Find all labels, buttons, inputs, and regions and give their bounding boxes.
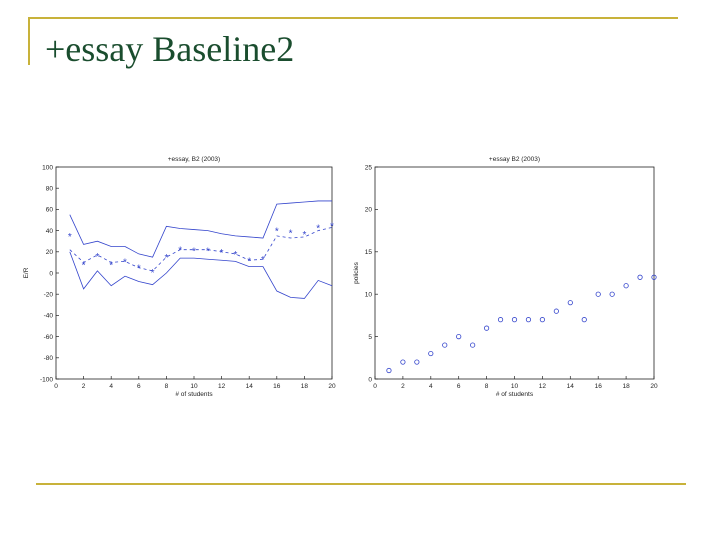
y-axis-label: policies (353, 261, 360, 283)
scatter-point (511, 317, 518, 323)
star-point: * (82, 261, 86, 272)
x-tick-label: 4 (109, 383, 113, 390)
y-tick-label: 100 (42, 164, 53, 171)
scatter-point (386, 367, 392, 374)
star-point: * (289, 229, 293, 240)
chart-title: +essay B2 (2003) (489, 156, 540, 163)
star-point: * (275, 227, 279, 238)
scatter-point (623, 283, 629, 289)
y-tick-label: 60 (46, 207, 54, 214)
slide-frame-top (28, 17, 678, 19)
star-point: * (316, 223, 320, 234)
star-point: * (123, 257, 127, 268)
star-point: * (220, 248, 224, 259)
y-tick-label: -60 (44, 334, 54, 341)
scatter-point (637, 274, 643, 280)
y-tick-label: 80 (46, 186, 54, 193)
y-tick-label: 0 (368, 376, 372, 383)
x-tick-label: 16 (273, 383, 281, 390)
x-axis-label: # of students (496, 391, 534, 398)
x-tick-label: 0 (54, 383, 58, 390)
chart-title: +essay, B2 (2003) (168, 156, 220, 163)
star-point: * (330, 221, 334, 232)
y-tick-label: -40 (44, 313, 54, 320)
slide-frame-left (28, 17, 30, 65)
star-point: * (247, 256, 251, 267)
scatter-point (414, 359, 420, 365)
scatter-point (567, 300, 573, 306)
star-point: * (95, 252, 99, 263)
scatter-point (609, 291, 615, 297)
scatter-point (595, 291, 601, 297)
scatter-point (400, 359, 406, 365)
scatter-point (581, 317, 587, 323)
y-tick-label: -80 (44, 355, 54, 362)
star-point: * (164, 253, 168, 264)
star-point: * (192, 247, 196, 258)
y-tick-label: 20 (46, 249, 54, 256)
star-point: * (137, 264, 141, 275)
y-tick-label: -100 (40, 376, 53, 383)
lower-bound-line (69, 251, 333, 299)
x-tick-label: 18 (622, 383, 630, 390)
star-point: * (233, 250, 237, 261)
scatter-point (553, 308, 559, 314)
y-tick-label: 5 (368, 334, 372, 341)
upper-bound-line (69, 200, 332, 258)
scatter-point (539, 317, 546, 323)
x-tick-label: 14 (567, 383, 575, 390)
x-tick-label: 10 (511, 383, 519, 390)
x-tick-label: 20 (328, 383, 336, 390)
x-tick-label: 20 (650, 383, 658, 390)
scatter-point (483, 325, 490, 331)
scatter-point (456, 333, 462, 340)
x-tick-label: 14 (246, 383, 254, 390)
star-point: * (206, 247, 210, 258)
x-tick-label: 6 (137, 383, 141, 390)
scatter-point (442, 342, 448, 348)
star-point: * (109, 261, 113, 272)
plot-area-frame (374, 166, 655, 380)
x-tick-label: 2 (401, 383, 405, 390)
y-tick-label: 0 (49, 270, 53, 277)
x-tick-label: 8 (485, 383, 489, 390)
y-tick-label: 15 (365, 249, 373, 256)
scatter-point (651, 274, 657, 280)
y-tick-label: 10 (365, 292, 373, 299)
star-point: * (68, 232, 72, 243)
y-tick-label: 20 (365, 207, 373, 214)
scatter-point (428, 350, 434, 357)
x-tick-label: 16 (595, 383, 603, 390)
star-point: * (178, 246, 182, 257)
x-tick-label: 2 (82, 383, 86, 390)
y-tick-label: -20 (44, 292, 54, 299)
x-tick-label: 12 (539, 383, 547, 390)
x-tick-label: 12 (218, 383, 226, 390)
y-tick-label: 40 (46, 228, 54, 235)
scatter-point (525, 317, 532, 323)
star-point: * (302, 230, 306, 241)
x-axis-label: # of students (175, 391, 213, 398)
x-tick-label: 18 (301, 383, 309, 390)
star-point: * (261, 255, 265, 266)
x-tick-label: 10 (190, 383, 198, 390)
x-tick-label: 8 (165, 383, 169, 390)
scatter-point (470, 342, 476, 348)
x-tick-label: 4 (429, 383, 433, 390)
scatter-point (497, 317, 504, 323)
x-tick-label: 6 (457, 383, 461, 390)
y-axis-label: E/R (23, 267, 30, 278)
slide-frame-bottom (36, 483, 686, 485)
x-tick-label: 0 (373, 383, 377, 390)
slide-title: +essay Baseline2 (45, 29, 295, 69)
star-point: * (151, 268, 155, 279)
y-tick-label: 25 (365, 164, 373, 171)
